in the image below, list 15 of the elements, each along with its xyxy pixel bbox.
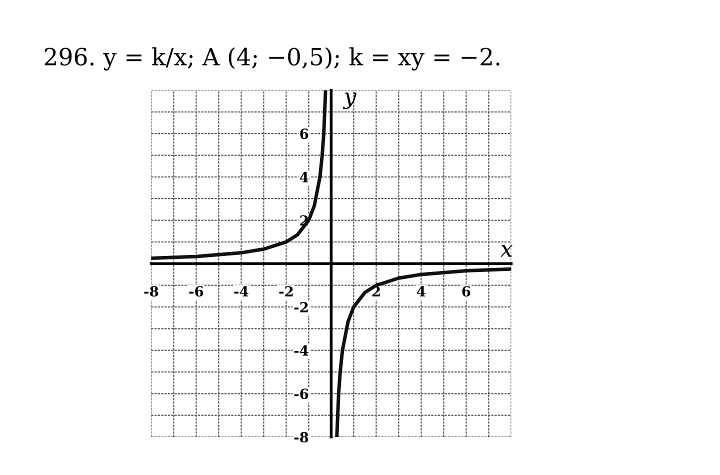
x-tick-label: -6: [189, 286, 204, 297]
y-tick-label: -8: [294, 432, 308, 442]
y-tick-label: 6: [300, 128, 308, 140]
x-axis-title: x: [500, 245, 513, 257]
x-tick-label: 4: [416, 286, 426, 296]
x-tick-label: -8: [144, 286, 158, 297]
y-axis-title: y: [342, 92, 357, 110]
y-tick-label: -4: [294, 345, 308, 356]
chart-title: 296. y = k/x; A (4; −0,5); k = xy = −2.: [44, 47, 500, 70]
x-tick-label: -4: [234, 286, 248, 296]
y-tick-label: -2: [294, 302, 308, 312]
y-tick-label: -6: [294, 388, 308, 400]
y-tick-label: 4: [300, 172, 308, 182]
x-tick-label: -2: [279, 286, 293, 296]
x-tick-label: 6: [462, 286, 470, 297]
